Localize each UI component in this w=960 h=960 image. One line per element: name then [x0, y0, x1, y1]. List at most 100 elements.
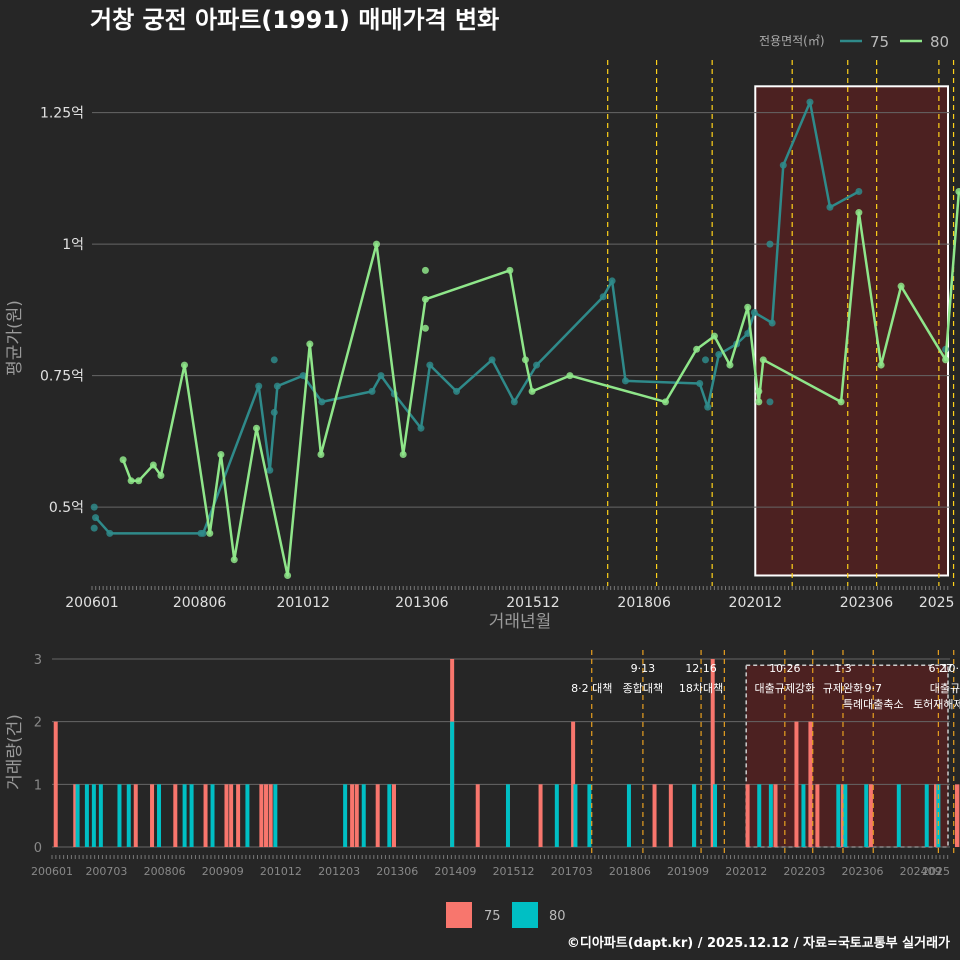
- bottom-x-tick-label: 201012: [260, 865, 302, 878]
- bar-75: [173, 784, 178, 847]
- bar-75: [815, 784, 820, 847]
- bar-75: [773, 784, 778, 847]
- bar-80: [896, 784, 901, 847]
- bottom-policy-lines: 8·2 대책 9·13 종합대책 12·16 18차대책 10·26 대출규제강화 1·3 규제…: [571, 650, 960, 853]
- footer-credit: ©디아파트(dapt.kr) / 2025.12.12 / 자료=국토교통부 실…: [567, 935, 950, 951]
- bottom-x-tick-label: 201909: [667, 865, 709, 878]
- bar-75: [268, 784, 273, 847]
- data-point-75: [599, 293, 607, 301]
- data-point-75: [270, 408, 278, 416]
- bar-80: [84, 784, 89, 847]
- top-axes: 0.5억 0.75억 1억 1.25억 200601 200806 201012 201306…: [40, 106, 955, 611]
- bar-80: [836, 784, 841, 847]
- bottom-x-tick-label: 2025: [922, 865, 950, 878]
- data-point-75: [417, 424, 425, 432]
- data-point-80: [149, 461, 157, 469]
- data-point-80: [855, 209, 863, 217]
- bottom-x-tick-label: 202409: [900, 865, 942, 878]
- data-point-75: [826, 203, 834, 211]
- data-point-80: [421, 324, 429, 332]
- bottom-y-tick-label: 2: [34, 716, 42, 731]
- data-point-80: [661, 398, 669, 406]
- data-point-80: [252, 424, 260, 432]
- data-point-75: [92, 514, 100, 522]
- bottom-y-axis-title: 거래량(건): [5, 714, 25, 790]
- data-point-75: [90, 524, 98, 532]
- top-x-tick-label: 201806: [617, 595, 671, 611]
- bar-80: [843, 784, 848, 847]
- policy-label: 12·16: [685, 662, 717, 675]
- data-point-80: [566, 372, 574, 380]
- data-point-75: [750, 308, 758, 316]
- bottom-x-tick-label: 201703: [551, 865, 593, 878]
- data-point-80: [157, 472, 165, 480]
- bar-80: [801, 784, 806, 847]
- data-point-80: [710, 332, 718, 340]
- data-point-80: [528, 387, 536, 395]
- bar-80: [75, 784, 80, 847]
- series-line-75: [94, 100, 860, 535]
- policy-label: 토허재해제: [913, 697, 960, 711]
- data-point-75: [621, 377, 629, 385]
- data-point-75: [766, 398, 774, 406]
- bottom-bars-layer: [53, 659, 960, 847]
- bar-75: [710, 659, 715, 847]
- top-grid: [92, 112, 950, 508]
- bottom-grid: [52, 658, 950, 848]
- bottom-x-tick-label: 202012: [725, 865, 767, 878]
- bar-80: [245, 784, 250, 847]
- data-point-80: [284, 571, 292, 579]
- bar-75: [133, 784, 138, 847]
- bottom-x-tick-label: 201306: [376, 865, 418, 878]
- bar-80: [505, 784, 510, 847]
- bar-80: [189, 784, 194, 847]
- bar-80: [757, 784, 762, 847]
- bottom-y-tick-label: 0: [34, 841, 42, 856]
- bottom-x-tick-label: 200703: [85, 865, 127, 878]
- data-point-75: [299, 372, 307, 380]
- bottom-y-tick-label: 1: [34, 778, 42, 793]
- bottom-x-tick-label: 200909: [202, 865, 244, 878]
- bar-80: [182, 784, 187, 847]
- bar-80: [924, 784, 929, 847]
- bar-75: [375, 784, 380, 847]
- bar-80: [117, 784, 122, 847]
- top-x-tick-label: 201512: [506, 595, 559, 611]
- data-point-75: [704, 403, 712, 411]
- data-point-80: [837, 398, 845, 406]
- bottom-x-tick-label: 201806: [609, 865, 651, 878]
- bar-75: [954, 784, 959, 847]
- data-point-75: [270, 356, 278, 364]
- legend-swatch-75: [446, 902, 472, 928]
- data-point-75: [488, 356, 496, 364]
- bar-80: [554, 784, 559, 847]
- bar-80: [387, 784, 392, 847]
- bottom-legend-label-80: 80: [549, 909, 566, 924]
- data-point-80: [521, 356, 529, 364]
- bar-80: [273, 784, 278, 847]
- bottom-y-tick-label: 3: [34, 653, 42, 668]
- top-highlight-layer: [754, 85, 949, 577]
- data-point-75: [90, 503, 98, 511]
- bottom-legend: 75 80: [446, 902, 566, 928]
- policy-label: 종합대책: [623, 682, 663, 695]
- bar-75: [259, 784, 264, 847]
- bar-75: [264, 784, 269, 847]
- data-point-75: [426, 361, 434, 369]
- data-point-75: [701, 356, 709, 364]
- bottom-x-tick-label: 202306: [842, 865, 884, 878]
- bar-75: [53, 721, 58, 847]
- data-point-80: [726, 361, 734, 369]
- data-point-80: [119, 456, 127, 464]
- data-point-80: [230, 556, 238, 564]
- top-legend: 전용면적(㎡) 75 80: [759, 33, 949, 51]
- bottom-x-tick-label: 202203: [783, 865, 825, 878]
- top-highlight-box: [754, 85, 949, 577]
- bar-80: [587, 784, 592, 847]
- top-y-tick-label: 0.75억: [40, 369, 84, 385]
- policy-label: 18차대책: [679, 682, 723, 695]
- bar-75: [391, 784, 396, 847]
- data-point-80: [744, 303, 752, 311]
- data-point-80: [373, 240, 381, 248]
- data-point-80: [217, 451, 225, 458]
